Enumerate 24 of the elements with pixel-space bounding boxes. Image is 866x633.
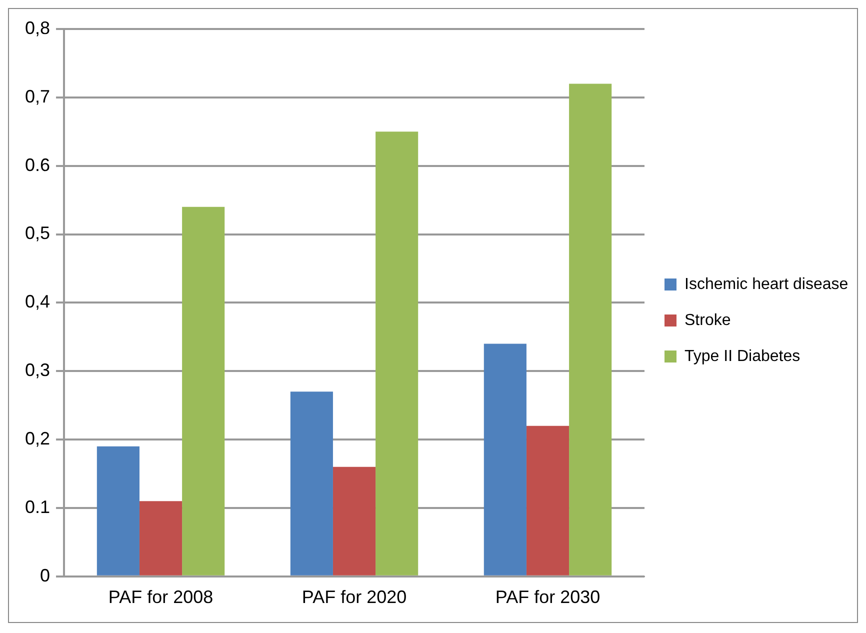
bar [569,84,612,576]
x-tick-label: PAF for 2030 [495,587,600,608]
y-tick-label: 0,5 [24,223,50,244]
y-tick-label: 0,2 [24,428,50,449]
bar [526,426,570,576]
y-tick-label: 0,7 [24,86,50,106]
legend-label: Stroke [684,312,731,329]
x-tick-label: PAF for 2008 [108,587,214,608]
bar [139,501,182,576]
y-tick-label: 0 [40,565,50,586]
bar [376,132,418,576]
bar [182,206,225,576]
legend-label: Ischemic heart disease [684,276,848,293]
legend-label: Type II Diabetes [684,348,800,365]
y-tick-label: 0,4 [24,292,50,312]
bar [290,392,333,576]
x-tick-label: PAF for 2020 [302,587,407,608]
y-tick-label: 0,8 [24,18,50,38]
bar [332,466,376,576]
y-tick-label: 0,3 [24,360,50,380]
y-tick-label: 0.6 [24,154,50,175]
y-tick-label: 0.1 [24,496,50,517]
bar [484,344,526,576]
bar [96,446,140,576]
